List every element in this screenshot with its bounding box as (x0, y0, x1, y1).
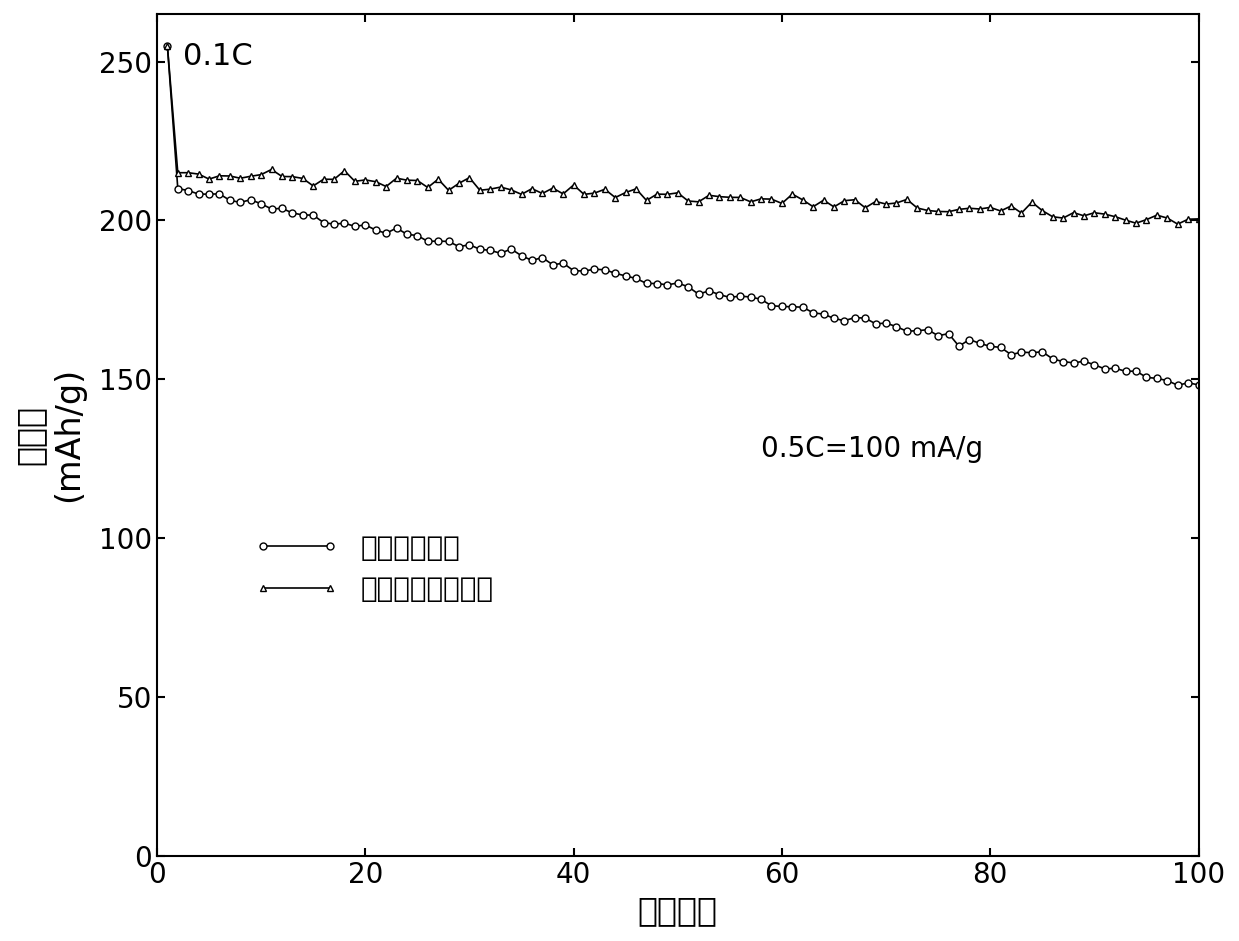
含镁富锂锰基正极 (774, 198, 789, 209)
Y-axis label: 比容量
(mAh/g): 比容量 (mAh/g) (14, 367, 85, 502)
富锂锰基正极 (1139, 372, 1154, 383)
含镁富锂锰基正极 (691, 196, 706, 207)
含镁富锂锰基正极 (358, 174, 373, 185)
Legend: 富锂锰基正极, 含镁富锂锰基正极: 富锂锰基正极, 含镁富锂锰基正极 (244, 522, 504, 614)
含镁富锂锰基正极 (399, 174, 414, 185)
含镁富锂锰基正极 (1171, 218, 1186, 230)
含镁富锂锰基正极 (1191, 214, 1206, 225)
Line: 富锂锰基正极: 富锂锰基正极 (164, 42, 1202, 389)
富锂锰基正极 (691, 289, 706, 300)
富锂锰基正极 (1191, 379, 1206, 391)
富锂锰基正极 (399, 229, 414, 240)
富锂锰基正极 (160, 40, 175, 52)
富锂锰基正极 (1108, 362, 1123, 374)
含镁富锂锰基正极 (1139, 214, 1154, 225)
含镁富锂锰基正极 (1108, 211, 1123, 222)
富锂锰基正极 (358, 219, 373, 231)
含镁富锂锰基正极 (160, 40, 175, 52)
Text: 0.1C: 0.1C (183, 42, 253, 72)
富锂锰基正极 (1171, 379, 1186, 391)
Line: 含镁富锂锰基正极: 含镁富锂锰基正极 (164, 42, 1202, 228)
Text: 0.5C=100 mA/g: 0.5C=100 mA/g (761, 435, 984, 463)
X-axis label: 循环圈数: 循环圈数 (638, 894, 717, 927)
富锂锰基正极 (774, 301, 789, 312)
